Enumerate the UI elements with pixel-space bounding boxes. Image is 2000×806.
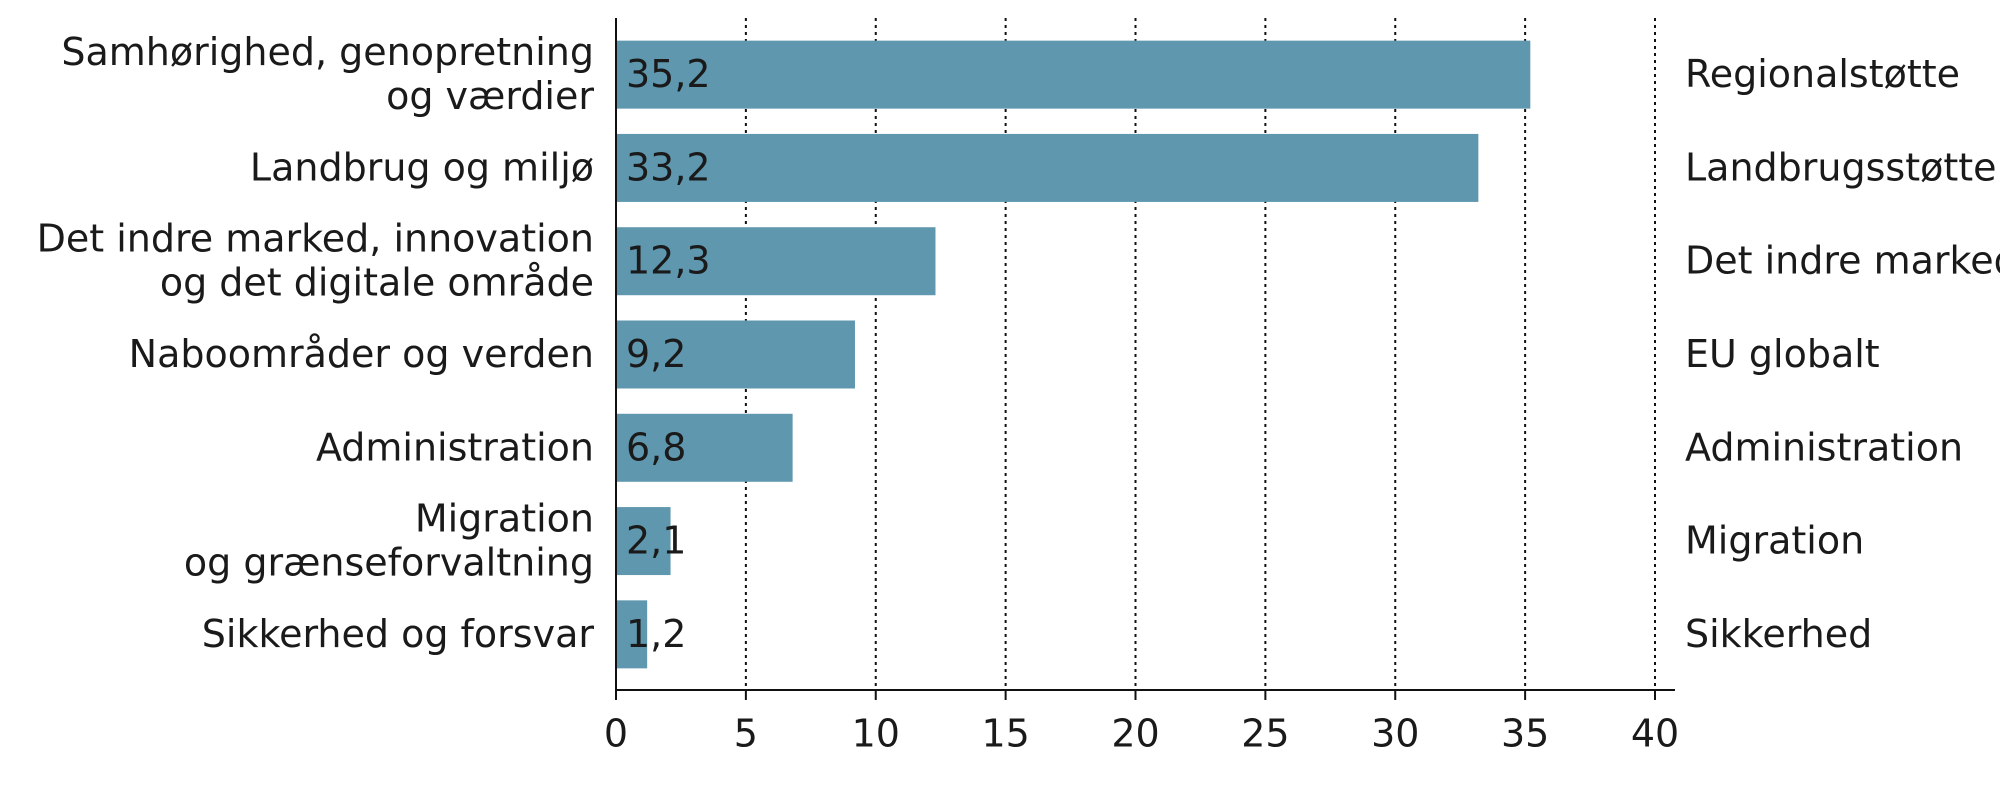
bar: [616, 507, 671, 576]
value-label: 2,1: [626, 519, 686, 563]
x-tick-label: 20: [1111, 712, 1159, 756]
x-tick-label: 5: [734, 712, 758, 756]
x-tick-label: 10: [852, 712, 900, 756]
y-tick-label: Migration: [415, 497, 594, 541]
y-tick-label: og det digitale område: [160, 261, 594, 305]
x-tick-label: 40: [1631, 712, 1679, 756]
value-label: 12,3: [626, 239, 711, 283]
right-label: Migration: [1685, 519, 1864, 563]
y-tick-label: og grænseforvaltning: [184, 541, 594, 585]
y-tick-label: Det indre marked, innovation: [37, 217, 594, 261]
y-tick-label: og værdier: [386, 74, 594, 118]
value-label: 9,2: [626, 332, 686, 376]
bar: [616, 600, 648, 669]
value-label: 33,2: [626, 145, 711, 189]
x-tick-label: 35: [1501, 712, 1549, 756]
bar: [616, 413, 793, 482]
bar: [616, 227, 936, 296]
right-label: Det indre marked: [1685, 239, 2000, 283]
x-tick-label: 0: [604, 712, 628, 756]
y-tick-label: Administration: [316, 425, 594, 469]
right-label: Administration: [1685, 425, 1963, 469]
value-label: 1,2: [626, 612, 686, 656]
y-tick-label: Landbrug og miljø: [250, 145, 594, 189]
right-label: Sikkerhed: [1685, 612, 1872, 656]
x-tick-label: 25: [1241, 712, 1289, 756]
bar: [616, 320, 855, 389]
right-label: Regionalstøtte: [1685, 52, 1960, 96]
right-label: Landbrugsstøtte: [1685, 145, 1997, 189]
y-tick-label: Sikkerhed og forsvar: [202, 612, 595, 656]
value-label: 35,2: [626, 52, 711, 96]
bar: [616, 40, 1531, 109]
right-label: EU globalt: [1685, 332, 1880, 376]
value-label: 6,8: [626, 425, 686, 469]
x-tick-label: 30: [1371, 712, 1419, 756]
y-tick-label: Samhørighed, genopretning: [61, 30, 594, 74]
y-tick-label: Naboområder og verden: [129, 332, 594, 376]
x-tick-label: 15: [981, 712, 1029, 756]
bar: [616, 133, 1479, 202]
